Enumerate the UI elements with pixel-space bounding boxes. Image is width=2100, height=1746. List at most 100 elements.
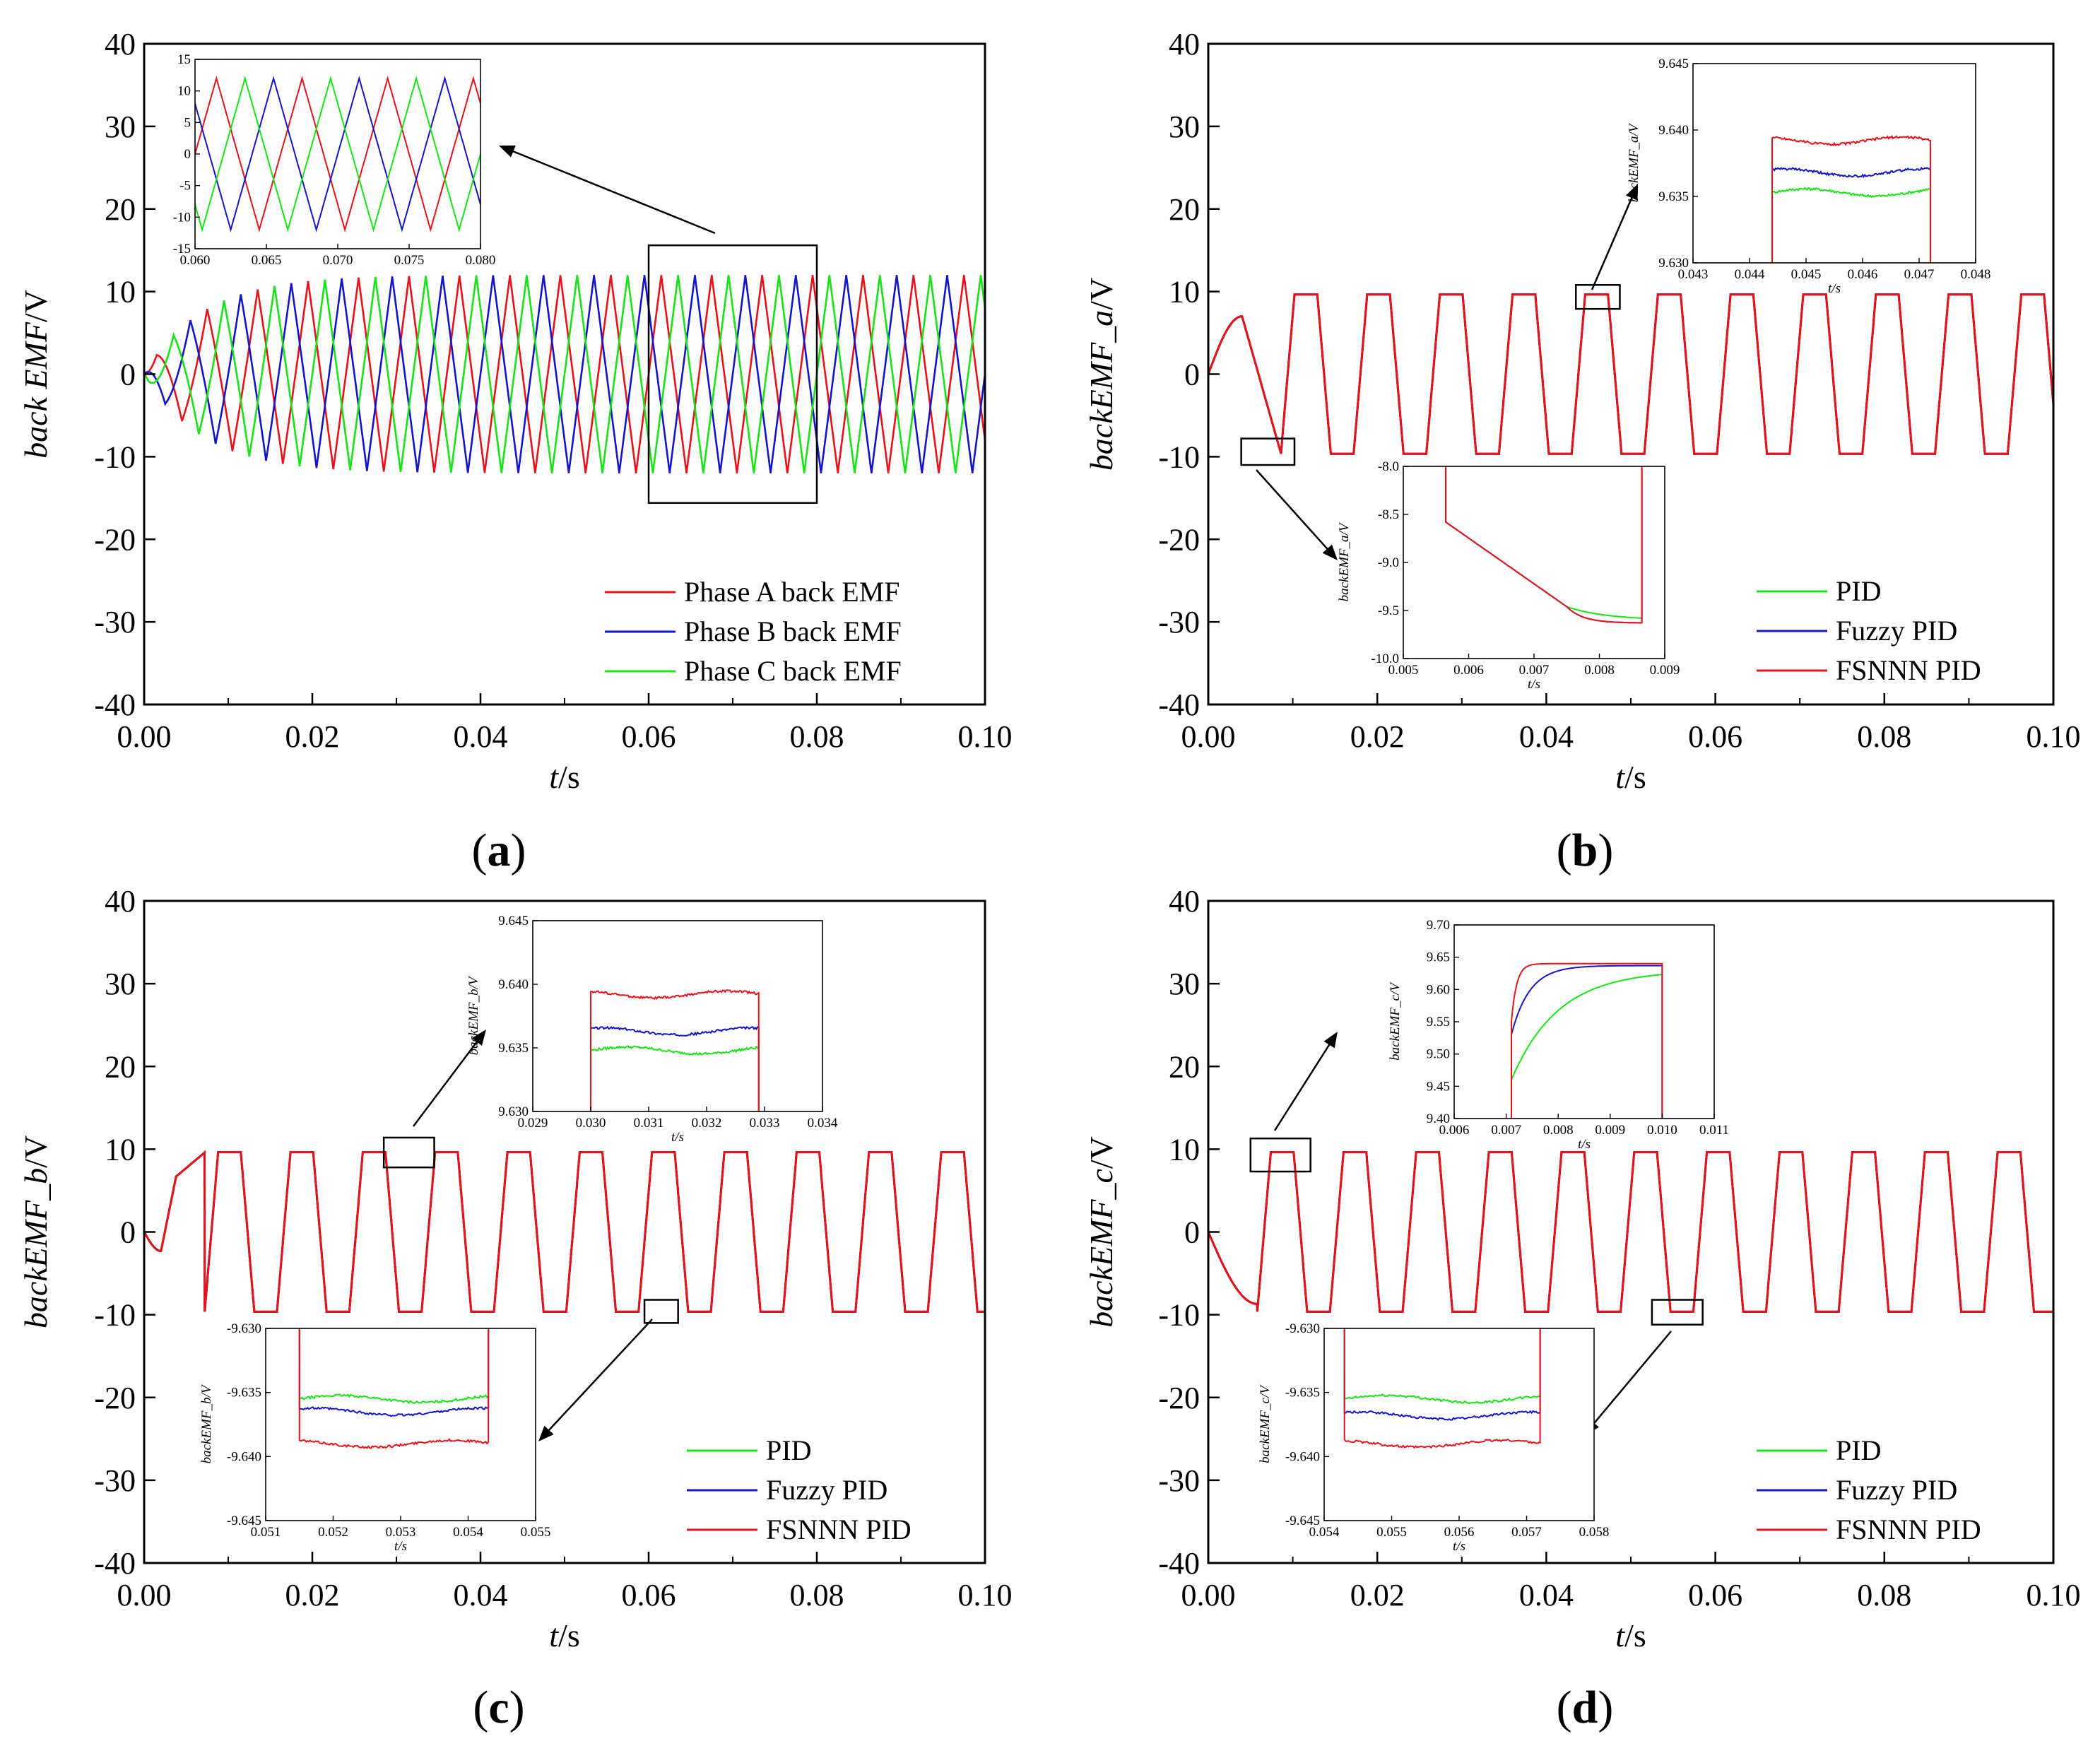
inset-y-tick-label: 9.635 — [498, 1041, 529, 1056]
series-line-pid — [144, 1150, 985, 1313]
x-tick-label: 0.08 — [1857, 719, 1911, 754]
y-tick-label: 20 — [1169, 1049, 1200, 1084]
x-axis-title: t/s — [1615, 759, 1646, 795]
inset-x-tick-label: 0.045 — [1791, 267, 1822, 282]
x-axis-title-symbol: t — [549, 759, 559, 795]
arrow-line — [1590, 1331, 1672, 1429]
inset-x-title: t/s — [1828, 281, 1841, 296]
inset-line-phase-a — [195, 76, 480, 232]
inset-x-tick-label: 0.030 — [576, 1116, 606, 1131]
x-axis-title-symbol: t — [1615, 1617, 1625, 1653]
series-line-pid — [1208, 1151, 2053, 1313]
inset-x-tick-label: 0.007 — [1519, 663, 1550, 678]
y-axis-title-quantity: backEMF_a — [1083, 310, 1119, 471]
legend-label: PID — [1836, 575, 1881, 607]
inset-y-tick-label: 10 — [177, 84, 191, 99]
x-axis-title: t/s — [549, 759, 579, 795]
y-tick-label: 20 — [1169, 192, 1200, 227]
zoom-box — [1240, 437, 1296, 466]
x-tick-label: 0.10 — [2027, 719, 2081, 754]
inset-line-fuzzy-pid — [590, 1025, 760, 1111]
inset-line-fuzzy-pid — [1343, 1328, 1541, 1421]
inset-x-tick-label: 0.006 — [1439, 1123, 1470, 1138]
inset-y-tick-label: -9.640 — [227, 1449, 261, 1464]
y-tick-label: 10 — [1169, 275, 1200, 309]
inset-x-tick-label: 0.056 — [1444, 1525, 1475, 1540]
inset-x-tick-label: 0.047 — [1904, 267, 1935, 282]
y-tick-label: -40 — [1158, 688, 1200, 722]
legend-label: FSNNN PID — [1836, 654, 1981, 686]
inset-y-tick-label: -9.645 — [227, 1514, 261, 1528]
y-tick-label: -20 — [1158, 1381, 1200, 1415]
panel-letter: d — [1572, 1682, 1598, 1733]
y-tick-label: -10 — [1158, 1298, 1200, 1333]
inset-y-tick-label: 9.60 — [1427, 982, 1450, 997]
x-tick-label: 0.06 — [1688, 1578, 1742, 1612]
series-lines — [144, 275, 985, 473]
y-tick-label: -30 — [94, 1463, 136, 1498]
inset-y-tick-label: -9.630 — [1285, 1321, 1320, 1336]
panel-a: 0.00 0.02 0.04 0.06 0.08 0.10 -40 -30 -20 -10 0 10 2… — [18, 27, 1013, 876]
inset-x-tick-label: 0.048 — [1961, 267, 1991, 282]
inset-line-fuzzy-pid — [1771, 166, 1931, 263]
inset-y-title: backEMF_b/V — [199, 1384, 214, 1463]
series-line-phase-b — [144, 275, 985, 473]
inset-y-title: backEMF_a/V — [1337, 521, 1352, 601]
panel-label: (b) — [1557, 825, 1614, 876]
legend-label: FSNNN PID — [766, 1514, 912, 1545]
inset-frame — [532, 920, 823, 1112]
x-tick-label: 0.10 — [958, 1578, 1013, 1612]
x-tick-label: 0.04 — [1519, 719, 1574, 754]
inset-x-tick-label: 0.009 — [1595, 1123, 1625, 1138]
series-line-fuzzy-pid — [1208, 293, 2053, 455]
y-axis-title: back EMF/V — [18, 290, 54, 459]
inset-x-tick-label: 0.080 — [466, 253, 496, 268]
inset-series — [298, 1328, 490, 1449]
inset-y-tick-label: 0 — [184, 147, 191, 162]
inset-x-tick-label: 0.031 — [634, 1116, 664, 1131]
series-line-fsnnn-pid — [144, 1150, 985, 1313]
y-tick-label: -30 — [1158, 1463, 1200, 1498]
y-axis-title: backEMF_b/V — [18, 1136, 54, 1328]
arrow-head — [1323, 1032, 1338, 1049]
series-line-phase-a — [144, 275, 985, 473]
inset-y-tick-label: -9.645 — [1285, 1514, 1320, 1528]
inset-x-tick-label: 0.053 — [386, 1525, 416, 1540]
y-axis-title-unit: /V — [18, 1136, 54, 1168]
inset-line-phase-b — [195, 76, 480, 232]
inset-y-tick-label: -5 — [179, 179, 191, 194]
inset-y-tick-label: 9.635 — [1658, 189, 1689, 204]
inset-x-tick-label: 0.060 — [180, 253, 211, 268]
arrow-head — [471, 1030, 486, 1046]
y-tick-label: -20 — [1158, 522, 1200, 557]
x-tick-label: 0.00 — [1181, 719, 1236, 754]
legend-label: Phase A back EMF — [684, 576, 900, 608]
inset-x-tick-label: 0.009 — [1650, 663, 1680, 678]
inset-line-pid — [298, 1328, 490, 1405]
inset-line-fuzzy-pid — [298, 1328, 490, 1417]
legend-label: Phase B back EMF — [684, 615, 902, 647]
inset-y-tick-label: -8.5 — [1378, 507, 1399, 522]
inset-line-phase-c — [195, 76, 480, 232]
inset-x-tick-label: 0.010 — [1647, 1123, 1677, 1138]
arrow-line — [1273, 1039, 1333, 1131]
x-tick-label: 0.10 — [2027, 1578, 2081, 1612]
x-axis-title: t/s — [1615, 1617, 1646, 1653]
x-tick-label: 0.08 — [790, 719, 844, 754]
inset-background — [533, 921, 822, 1111]
y-tick-label: 20 — [105, 192, 136, 227]
x-axis-title-symbol: t — [1615, 759, 1625, 795]
y-tick-label: -40 — [1158, 1546, 1200, 1581]
series-line-fuzzy-pid — [144, 1150, 985, 1313]
inset-x-tick-label: 0.054 — [1309, 1525, 1340, 1540]
legend-label: Fuzzy PID — [1836, 615, 1957, 647]
series-lines — [144, 1150, 985, 1313]
x-axis-title-unit: /s — [1624, 1617, 1646, 1653]
x-tick-label: 0.06 — [622, 719, 676, 754]
inset-y-tick-label: -9.5 — [1378, 603, 1399, 618]
inset-x-tick-label: 0.011 — [1699, 1123, 1729, 1138]
y-tick-label: 40 — [1169, 884, 1200, 919]
arrow-line — [1591, 192, 1635, 290]
inset-x-tick-label: 0.043 — [1678, 267, 1709, 282]
y-tick-label: 40 — [1169, 27, 1200, 61]
